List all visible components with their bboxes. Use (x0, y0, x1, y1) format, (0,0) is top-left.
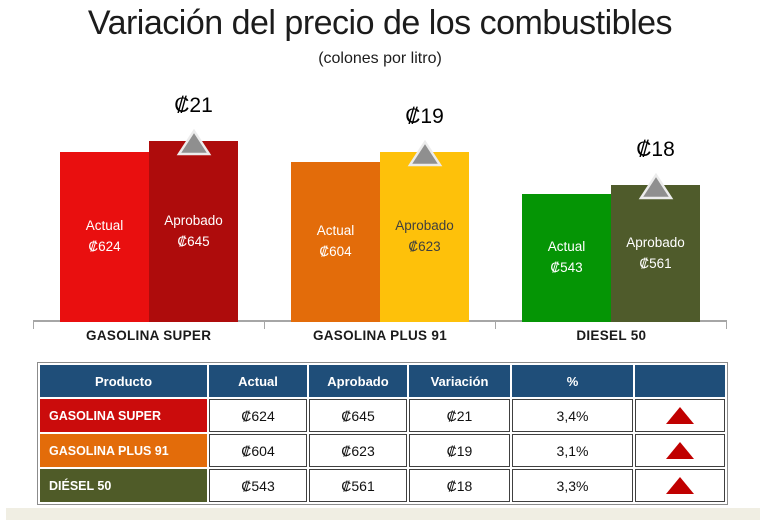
aprobado-bar: ₡18 Aprobado ₡561 (611, 138, 700, 322)
category-label: GASOLINA PLUS 91 (312, 328, 448, 343)
bar-series-label: Aprobado (626, 234, 685, 250)
table-body: GASOLINA SUPER ₡624 ₡645 ₡21 3,4% GASOLI… (40, 399, 725, 502)
axis-tick (726, 322, 727, 329)
col-header-producto: Producto (40, 365, 207, 397)
table-row: GASOLINA SUPER ₡624 ₡645 ₡21 3,4% (40, 399, 725, 432)
fuel-price-bar-chart: Actual ₡624 ₡21 Aprobado ₡645 Actual ₡60… (0, 88, 760, 350)
bar-value-label: ₡645 (177, 233, 210, 249)
actual-cell: ₡624 (209, 399, 307, 432)
axis-tick (33, 322, 34, 329)
category-label: DIESEL 50 (576, 328, 647, 343)
actual-cell: ₡604 (209, 434, 307, 467)
bar-group: Actual ₡624 ₡21 Aprobado ₡645 (60, 88, 238, 322)
table-row: GASOLINA PLUS 91 ₡604 ₡623 ₡19 3,1% (40, 434, 725, 467)
trend-cell (635, 399, 725, 432)
variacion-cell: ₡21 (409, 399, 510, 432)
table-row: DIÉSEL 50 ₡543 ₡561 ₡18 3,3% (40, 469, 725, 502)
pct-cell: 3,4% (512, 399, 633, 432)
pct-cell: 3,3% (512, 469, 633, 502)
table-header-row: Producto Actual Aprobado Variación % (40, 365, 725, 397)
col-header-pct: % (512, 365, 633, 397)
actual-bar: Actual ₡604 (291, 162, 380, 322)
col-header-actual: Actual (209, 365, 307, 397)
up-triangle-marker-icon (638, 172, 674, 205)
axis-tick (495, 322, 496, 329)
variacion-cell: ₡19 (409, 434, 510, 467)
category-label: GASOLINA SUPER (86, 328, 212, 343)
bar-value-label: ₡543 (550, 260, 583, 275)
axis-tick (264, 322, 265, 329)
page-subtitle: (colones por litro) (318, 50, 442, 67)
product-cell: DIÉSEL 50 (40, 469, 207, 502)
aprobado-bar: ₡21 Aprobado ₡645 (149, 94, 238, 322)
price-summary-table: Producto Actual Aprobado Variación % GAS… (37, 362, 728, 505)
variacion-cell: ₡18 (409, 469, 510, 502)
delta-label: ₡21 (174, 94, 213, 117)
aprobado-bar: ₡19 Aprobado ₡623 (380, 105, 469, 322)
pct-cell: 3,1% (512, 434, 633, 467)
aprobado-cell: ₡561 (309, 469, 407, 502)
bar-group: Actual ₡604 ₡19 Aprobado ₡623 (291, 88, 469, 322)
aprobado-cell: ₡645 (309, 399, 407, 432)
delta-label: ₡18 (636, 138, 675, 161)
trend-cell (635, 469, 725, 502)
x-axis-category-labels: GASOLINA SUPER GASOLINA PLUS 91 DIESEL 5… (33, 328, 727, 343)
product-cell: GASOLINA PLUS 91 (40, 434, 207, 467)
actual-bar: Actual ₡543 (522, 194, 611, 322)
delta-label: ₡19 (405, 105, 444, 128)
bar-series-label: Aprobado (164, 212, 223, 228)
bar-series-label: Aprobado (395, 218, 454, 234)
aprobado-cell: ₡623 (309, 434, 407, 467)
up-arrow-icon (666, 442, 694, 459)
bar-value-label: ₡561 (639, 255, 672, 271)
footer-strip (6, 508, 760, 520)
trend-cell (635, 434, 725, 467)
up-triangle-marker-icon (176, 128, 212, 161)
bar-series-label: Actual (85, 218, 124, 234)
col-header-aprobado: Aprobado (309, 365, 407, 397)
bar-group: Actual ₡543 ₡18 Aprobado ₡561 (522, 88, 700, 322)
actual-cell: ₡543 (209, 469, 307, 502)
up-arrow-icon (666, 477, 694, 494)
bar-value-label: ₡604 (319, 244, 352, 259)
up-arrow-icon (666, 407, 694, 424)
chart-plot-area: Actual ₡624 ₡21 Aprobado ₡645 Actual ₡60… (0, 88, 760, 329)
bar-series-label: Actual (547, 239, 586, 255)
up-triangle-marker-icon (407, 139, 443, 172)
col-header-trend (635, 365, 725, 397)
bar-value-label: ₡624 (88, 239, 121, 254)
bar-series-label: Actual (316, 223, 355, 239)
product-cell: GASOLINA SUPER (40, 399, 207, 432)
col-header-variacion: Variación (409, 365, 510, 397)
page-title: Variación del precio de los combustibles (87, 4, 673, 42)
bar-value-label: ₡623 (408, 239, 441, 254)
actual-bar: Actual ₡624 (60, 152, 149, 322)
